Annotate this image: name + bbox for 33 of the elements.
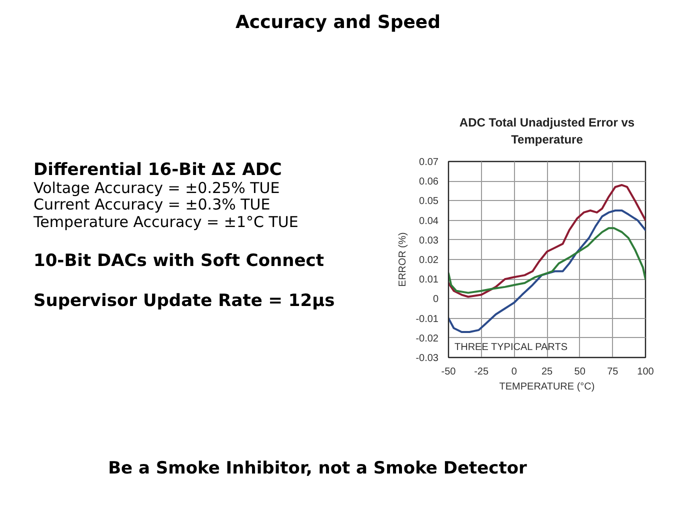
y-axis-title: ERROR (%) <box>398 232 409 287</box>
text: 10-Bit DACs with Soft Connect <box>34 251 324 272</box>
x-tick-label: 75 <box>607 366 619 378</box>
y-tick-label: 0.01 <box>419 274 439 286</box>
y-tick-label: -0.02 <box>416 333 439 344</box>
line-series <box>448 210 646 334</box>
text: Voltage Accuracy = ±0.25% TUE <box>34 179 280 198</box>
line-series <box>448 184 646 298</box>
chart-title: Accuracy and Speed <box>235 12 441 33</box>
y-tick-label: 0.07 <box>419 157 439 168</box>
x-tick-label: 50 <box>574 366 586 378</box>
x-tick-label: 25 <box>541 366 553 378</box>
y-tick-label: 0.05 <box>419 196 439 208</box>
text: Be a Smoke Inhibitor, not a Smoke Detector <box>108 458 528 478</box>
x-tick-label: 0 <box>511 366 518 378</box>
text: Temperature Accuracy = ±1°C TUE <box>32 212 298 231</box>
x-tick-label: -25 <box>474 366 489 378</box>
text: Supervisor Update Rate = 12µs <box>34 291 335 312</box>
y-tick-label: 0.06 <box>419 176 439 188</box>
y-tick-label: 0.04 <box>419 216 439 227</box>
y-tick-label: -0.01 <box>416 314 439 325</box>
x-tick-label: 100 <box>637 366 654 378</box>
y-tick-label: 0.02 <box>419 255 439 266</box>
text: Current Accuracy = ±0.3% TUE <box>34 196 270 214</box>
y-tick-label: 0 <box>432 294 439 306</box>
chart-subtitle: ADC Total Unadjusted Error vs Temperature <box>459 116 635 146</box>
y-tick-label: -0.03 <box>416 353 439 364</box>
x-tick-label: -50 <box>441 366 456 378</box>
x-axis-title: TEMPERATURE (°C) <box>499 382 595 392</box>
text: Differential 16-Bit ΔΣ ADC <box>34 160 282 180</box>
y-tick-label: 0.03 <box>419 235 439 246</box>
annotation: THREE TYPICAL PARTS <box>454 342 568 353</box>
line-series <box>448 227 646 294</box>
